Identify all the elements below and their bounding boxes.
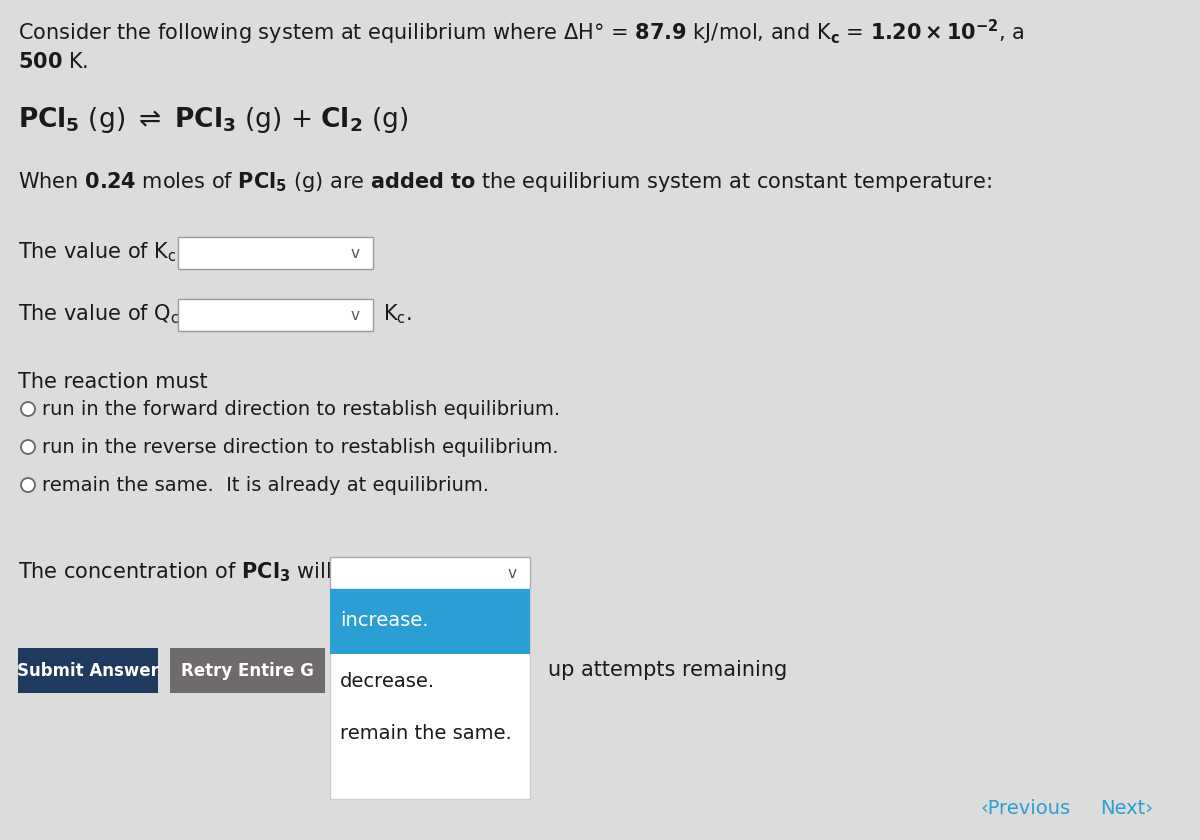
Text: $\mathbf{500}$ K.: $\mathbf{500}$ K. bbox=[18, 52, 89, 72]
Text: $\mathbf{PCl_5}$ (g) $\rightleftharpoons$ $\mathbf{PCl_3}$ (g) + $\mathbf{Cl_2}$: $\mathbf{PCl_5}$ (g) $\rightleftharpoons… bbox=[18, 105, 408, 135]
Circle shape bbox=[22, 402, 35, 416]
Text: The concentration of $\mathbf{PCl_3}$ will: The concentration of $\mathbf{PCl_3}$ wi… bbox=[18, 560, 331, 584]
Text: K$_\mathrm{c}$.: K$_\mathrm{c}$. bbox=[383, 302, 412, 326]
Text: remain the same.  It is already at equilibrium.: remain the same. It is already at equili… bbox=[42, 476, 490, 495]
Circle shape bbox=[22, 478, 35, 492]
Text: Consider the following system at equilibrium where $\Delta$H° = $\mathbf{87.9}$ : Consider the following system at equilib… bbox=[18, 18, 1025, 47]
Text: run in the forward direction to restablish equilibrium.: run in the forward direction to restabli… bbox=[42, 400, 560, 419]
Text: Next›: Next› bbox=[1100, 799, 1153, 818]
Bar bbox=[330, 557, 530, 589]
Bar bbox=[330, 589, 530, 654]
Bar bbox=[18, 648, 158, 693]
Text: remain the same.: remain the same. bbox=[340, 724, 511, 743]
Text: up attempts remaining: up attempts remaining bbox=[548, 660, 787, 680]
Text: run in the reverse direction to restablish equilibrium.: run in the reverse direction to restabli… bbox=[42, 438, 558, 457]
Text: v: v bbox=[350, 245, 360, 260]
Text: v: v bbox=[350, 307, 360, 323]
Text: ‹Previous: ‹Previous bbox=[980, 799, 1070, 818]
Circle shape bbox=[22, 440, 35, 454]
Bar bbox=[178, 237, 373, 269]
Bar bbox=[330, 589, 530, 799]
Text: When $\mathbf{0.24}$ moles of $\mathbf{PCl_5}$ (g) are $\mathbf{added\ to}$ the : When $\mathbf{0.24}$ moles of $\mathbf{P… bbox=[18, 170, 992, 194]
Text: v: v bbox=[508, 565, 516, 580]
Text: The reaction must: The reaction must bbox=[18, 372, 208, 392]
Bar bbox=[178, 299, 373, 331]
Text: The value of Q$_\mathrm{c}$: The value of Q$_\mathrm{c}$ bbox=[18, 302, 180, 326]
Text: Retry Entire G: Retry Entire G bbox=[181, 662, 314, 680]
Text: Submit Answer: Submit Answer bbox=[17, 662, 158, 680]
Text: decrease.: decrease. bbox=[340, 672, 436, 691]
Text: The value of K$_\mathrm{c}$: The value of K$_\mathrm{c}$ bbox=[18, 240, 176, 264]
Bar bbox=[170, 648, 325, 693]
Text: increase.: increase. bbox=[340, 611, 428, 630]
